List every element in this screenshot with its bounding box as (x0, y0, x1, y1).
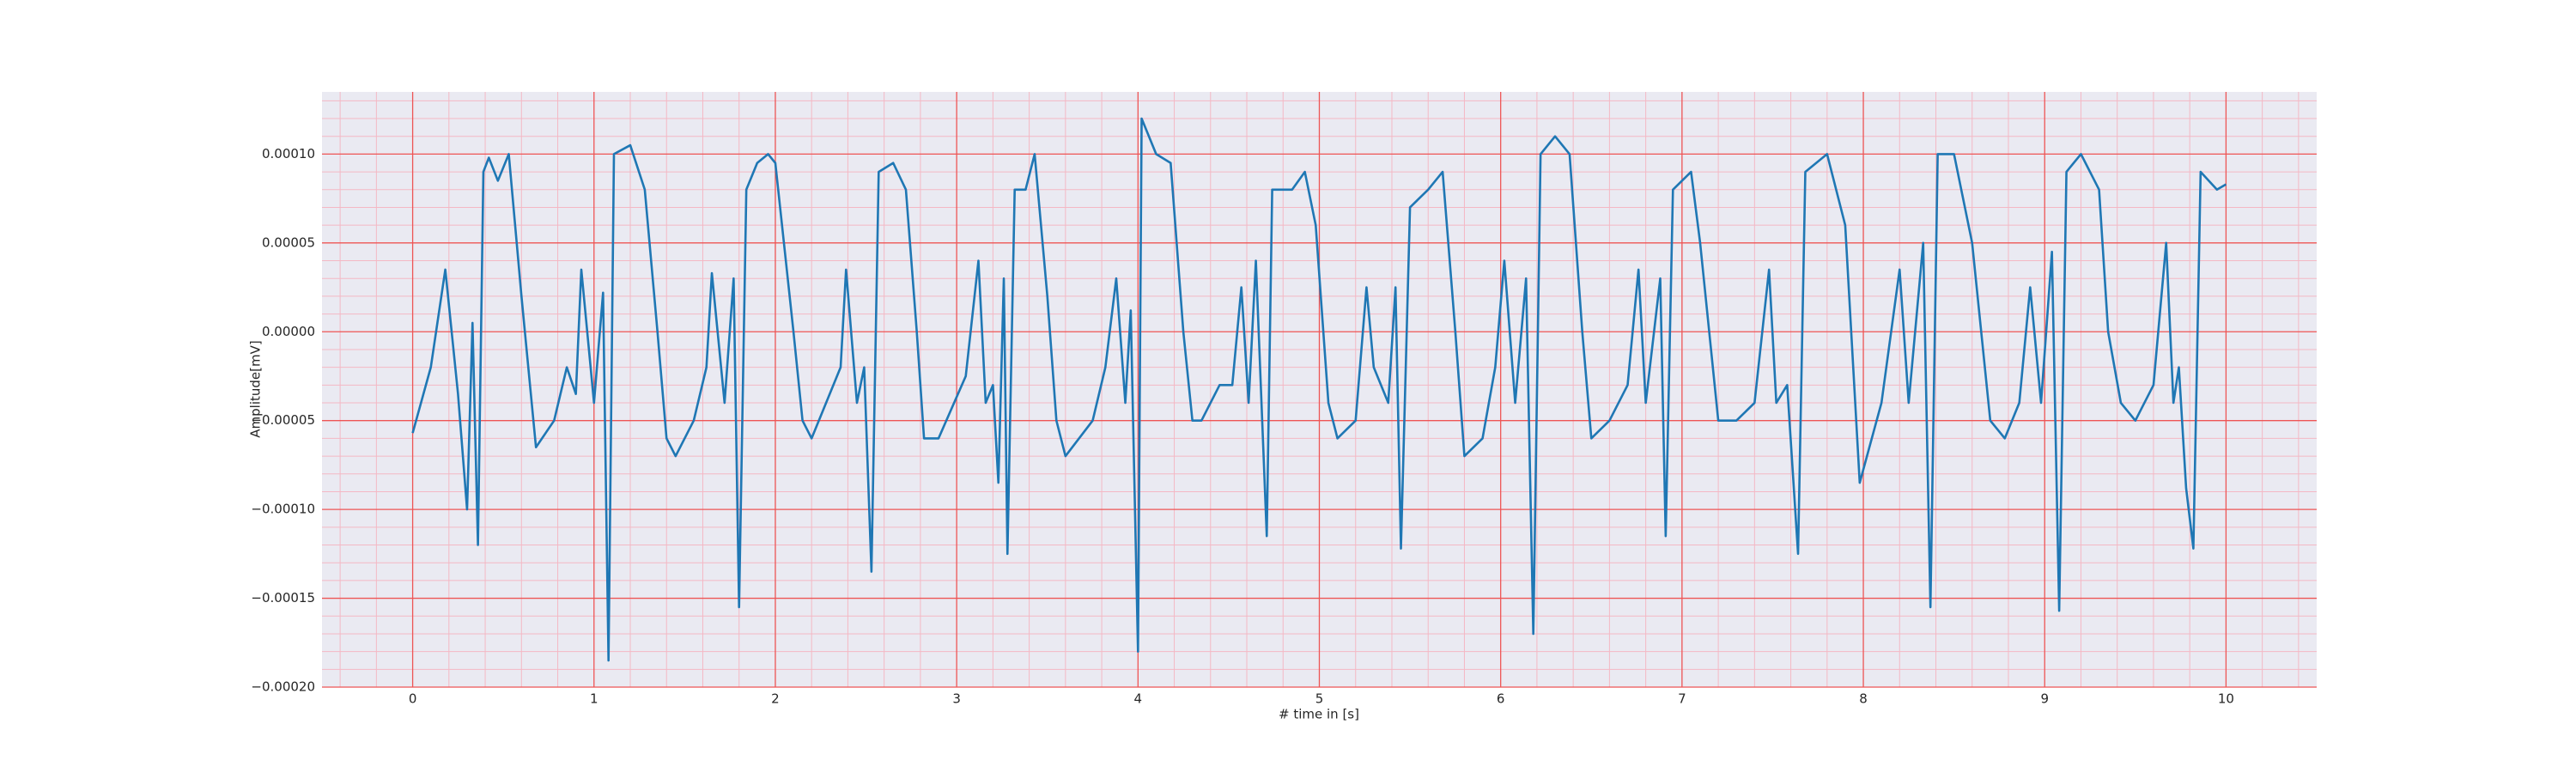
x-tick-label: 5 (1315, 691, 1324, 707)
x-tick-label: 7 (1678, 691, 1686, 707)
y-axis-label: Amplitude[mV] (248, 340, 264, 437)
x-tick-label: 10 (2218, 691, 2234, 707)
y-tick-label: −0.00020 (251, 679, 315, 695)
x-tick-label: 8 (1859, 691, 1868, 707)
x-tick-label: 6 (1497, 691, 1505, 707)
y-tick-label: −0.00015 (251, 590, 315, 606)
y-tick-label: 0.00010 (262, 146, 315, 161)
y-tick-label: 0.00005 (262, 234, 315, 250)
x-tick-label: 9 (2040, 691, 2049, 707)
x-tick-label: 0 (409, 691, 417, 707)
y-tick-label: −0.00010 (251, 502, 315, 517)
x-tick-label: 4 (1134, 691, 1143, 707)
y-tick-label: −0.00005 (251, 412, 315, 428)
x-axis-label: # time in [s] (1279, 707, 1359, 722)
x-tick-label: 3 (952, 691, 961, 707)
x-tick-label: 2 (771, 691, 780, 707)
x-tick-label: 1 (590, 691, 598, 707)
y-tick-label: 0.00000 (262, 324, 315, 339)
signal-line (411, 117, 2227, 662)
